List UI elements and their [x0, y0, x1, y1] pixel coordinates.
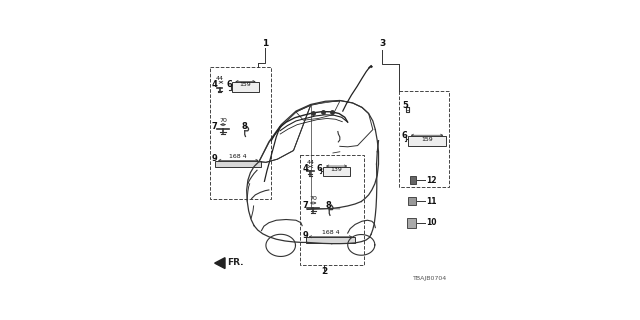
Bar: [215, 161, 262, 167]
Text: 7: 7: [302, 201, 308, 210]
Text: 8: 8: [326, 201, 332, 210]
Text: 70: 70: [219, 118, 227, 123]
Text: 70: 70: [309, 196, 317, 201]
Bar: [399, 92, 449, 188]
Text: 6: 6: [402, 131, 408, 140]
Text: 6: 6: [317, 164, 323, 173]
Text: 4: 4: [302, 164, 308, 173]
Text: 5: 5: [402, 101, 408, 110]
Bar: [408, 197, 416, 205]
Bar: [323, 166, 350, 176]
Text: FR.: FR.: [227, 258, 243, 267]
Text: 9: 9: [212, 154, 218, 163]
Text: 8: 8: [241, 122, 247, 131]
Text: TBAJB0704: TBAJB0704: [413, 276, 447, 281]
Text: 6: 6: [227, 80, 232, 89]
Text: 139: 139: [331, 167, 342, 172]
Polygon shape: [214, 258, 225, 268]
Text: 159: 159: [421, 137, 433, 142]
Text: 2: 2: [321, 268, 328, 276]
Bar: [408, 136, 446, 146]
Bar: [300, 156, 364, 265]
Text: 9: 9: [302, 230, 308, 240]
Bar: [410, 176, 416, 184]
Text: 4: 4: [212, 80, 218, 89]
Text: 44: 44: [216, 76, 223, 81]
Bar: [232, 82, 259, 92]
Text: 7: 7: [212, 122, 218, 131]
Text: 44: 44: [307, 160, 314, 165]
Bar: [306, 237, 355, 244]
Bar: [407, 218, 416, 228]
Text: 1: 1: [262, 39, 268, 48]
Text: 10: 10: [426, 218, 436, 227]
Text: 12: 12: [426, 176, 436, 185]
Text: 168 4: 168 4: [322, 230, 339, 235]
Text: 159: 159: [239, 82, 252, 87]
Text: 11: 11: [426, 196, 436, 205]
Text: 3: 3: [379, 39, 385, 48]
Text: 168 4: 168 4: [230, 154, 247, 159]
Bar: [210, 67, 271, 198]
